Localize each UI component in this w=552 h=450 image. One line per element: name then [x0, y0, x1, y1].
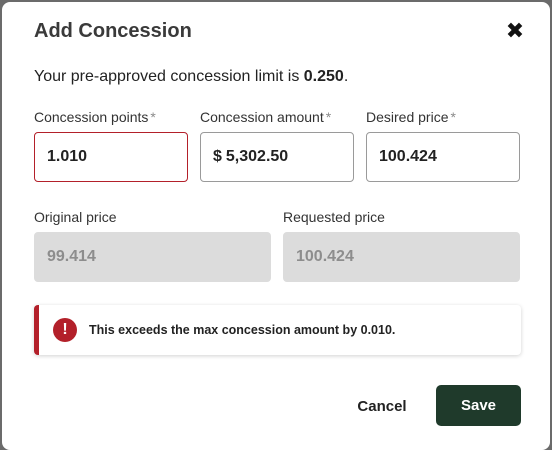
concession-limit-text: Your pre-approved concession limit is 0.…	[34, 68, 348, 86]
dialog-title: Add Concession	[34, 20, 192, 42]
desired-price-value: 100.424	[379, 148, 437, 165]
error-icon: !	[53, 318, 77, 342]
requested-price-label: Requested price	[283, 209, 385, 225]
concession-amount-value: 5,302.50	[225, 148, 289, 165]
concession-points-label: Concession points *	[34, 109, 156, 125]
concession-amount-label: Concession amount *	[200, 109, 331, 125]
original-price-value: 99.414	[47, 248, 96, 265]
required-mark: *	[150, 109, 156, 125]
error-message-prefix: This exceeds the max concession amount b…	[89, 323, 361, 337]
original-price-input: 99.414	[34, 232, 271, 282]
error-message-suffix: .	[391, 323, 396, 337]
error-message: This exceeds the max concession amount b…	[89, 323, 395, 337]
save-button[interactable]: Save	[436, 385, 521, 426]
cancel-button[interactable]: Cancel	[357, 397, 407, 415]
desired-price-input[interactable]: 100.424	[366, 132, 520, 182]
requested-price-input: 100.424	[283, 232, 520, 282]
concession-amount-label-text: Concession amount	[200, 109, 324, 125]
required-mark: *	[325, 109, 332, 125]
requested-price-value: 100.424	[296, 248, 354, 265]
concession-points-value: 1.010	[47, 148, 88, 165]
error-alert: ! This exceeds the max concession amount…	[34, 305, 521, 355]
required-mark: *	[450, 109, 456, 125]
limit-value: 0.250	[303, 68, 344, 85]
limit-suffix: .	[343, 68, 349, 85]
currency-prefix: $	[213, 148, 222, 165]
concession-amount-input[interactable]: $5,302.50	[200, 132, 354, 182]
close-icon[interactable]: ✖	[505, 18, 525, 43]
error-message-value: 0.010	[360, 323, 392, 337]
concession-points-label-text: Concession points	[34, 109, 149, 125]
limit-prefix: Your pre-approved concession limit is	[34, 68, 304, 85]
concession-points-input[interactable]: 1.010	[34, 132, 188, 182]
desired-price-label: Desired price *	[366, 109, 456, 125]
desired-price-label-text: Desired price	[366, 109, 449, 125]
original-price-label: Original price	[34, 209, 117, 225]
